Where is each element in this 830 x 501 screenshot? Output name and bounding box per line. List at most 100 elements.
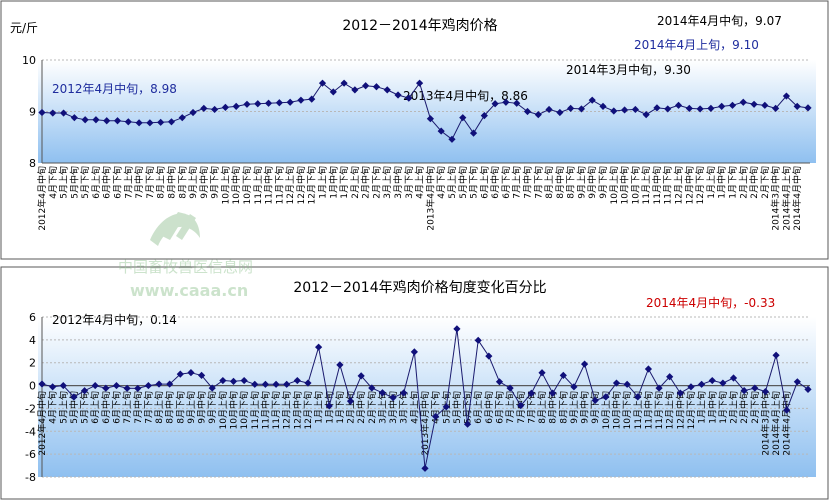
bottom-chart-data-point [612, 379, 621, 387]
top-chart-x-tick-label: 4月下旬 [47, 166, 59, 199]
top-chart-data-point [146, 119, 154, 127]
top-chart-data-point [793, 102, 801, 110]
top-chart-data-point [329, 88, 337, 96]
top-chart-x-tick-label: 8月中旬 [165, 166, 177, 199]
bottom-chart-x-tick-label: 11月下旬 [653, 391, 665, 429]
top-chart-x-tick-label: 5月上旬 [446, 166, 458, 199]
top-annotation-2013-apr-mid: 2013年4月中旬，8.86 [403, 88, 528, 103]
bottom-chart-data-point [197, 371, 206, 379]
bottom-chart-x-tick-label: 7月下旬 [525, 391, 537, 424]
top-chart-x-tick-label: 10月下旬 [629, 166, 641, 204]
bottom-chart-x-tick-label: 9月上旬 [185, 391, 197, 424]
top-chart-data-point [38, 108, 46, 117]
bottom-chart-data-point [176, 370, 184, 378]
top-chart-x-tick-label: 9月中旬 [198, 166, 210, 199]
bottom-chart-x-tick-label: 6月下旬 [110, 391, 122, 424]
bottom-chart-data-point [793, 378, 801, 386]
top-annotation-2012-apr-mid: 2012年4月中旬，8.98 [52, 81, 177, 96]
bottom-chart-x-tick-label: 11月中旬 [642, 391, 654, 429]
bottom-chart-y-tick-label: -2 [25, 402, 36, 415]
bottom-chart-x-tick-label: 11月上旬 [632, 391, 644, 429]
top-chart-data-point [254, 100, 262, 108]
top-chart-x-tick-label: 11月下旬 [662, 166, 674, 204]
bottom-chart-data-point [400, 389, 408, 397]
bottom-chart-x-tick-label: 9月下旬 [206, 391, 218, 424]
bottom-chart-data-point [187, 369, 195, 377]
bottom-chart-y-tick-label: 4 [29, 334, 36, 347]
bottom-chart-title: 2012－2014年鸡肉价格旬度变化百分比 [293, 279, 546, 296]
top-y-axis-label: 元/斤 [10, 21, 38, 35]
top-chart-y-tick-label: 10 [22, 54, 36, 67]
top-chart-data-point [372, 83, 381, 91]
bottom-annotation-2012-apr-mid: 2012年4月中旬，0.14 [52, 312, 177, 327]
top-chart-x-tick-label: 8月中旬 [554, 166, 566, 199]
top-chart-data-point [631, 105, 639, 114]
top-chart-x-tick-label: 7月上旬 [511, 166, 523, 199]
bottom-chart-data-point [698, 380, 706, 388]
top-chart-data-point [157, 118, 165, 126]
top-chart-y-tick-label: 9 [29, 106, 36, 119]
top-chart-x-tick-label: 2月上旬 [737, 166, 749, 199]
top-chart-data-point [362, 82, 370, 90]
bottom-chart-x-tick-label: 1月下旬 [717, 391, 729, 424]
top-chart-data-point [642, 110, 650, 119]
bottom-chart-data-point [283, 380, 291, 388]
top-chart-x-tick-label: 2014年4月上旬 [780, 166, 792, 231]
bottom-chart-x-tick-label: 4月下旬 [430, 391, 442, 424]
bottom-chart-data-point [517, 401, 525, 410]
top-chart-x-tick-label: 7月下旬 [144, 166, 156, 199]
top-chart-x-tick-label: 3月下旬 [403, 166, 415, 199]
top-chart-data-point [469, 129, 478, 137]
bottom-chart-x-tick-label: 5月中旬 [451, 391, 463, 424]
top-chart-x-tick-label: 5月上旬 [58, 166, 70, 199]
top-chart-data-point [70, 114, 78, 122]
top-chart-x-tick-label: 8月下旬 [565, 166, 577, 199]
bottom-chart-data-point [38, 380, 46, 388]
bottom-chart-data-point [623, 380, 631, 388]
top-chart-data-point [221, 103, 230, 111]
top-chart-data-point [502, 98, 510, 106]
bottom-chart-x-tick-label: 1月下旬 [334, 391, 346, 424]
top-chart-data-point [599, 102, 607, 110]
bottom-chart-x-tick-label: 2月下旬 [749, 391, 761, 424]
top-chart-data-point [416, 79, 424, 87]
bottom-chart-data-point [325, 402, 333, 410]
bottom-chart-x-tick-label: 2月上旬 [345, 391, 357, 424]
bottom-chart-x-tick-label: 12月下旬 [302, 391, 314, 429]
top-chart-data-point [383, 86, 391, 94]
top-chart-data-point [728, 101, 737, 109]
bottom-chart-data-point [229, 377, 238, 385]
top-chart-x-tick-label: 9月下旬 [209, 166, 221, 199]
bottom-chart-data-point [495, 378, 504, 386]
bottom-chart-x-tick-label: 4月下旬 [47, 391, 59, 424]
top-chart-data-point [567, 104, 575, 113]
bottom-chart-x-tick-label: 12月上旬 [664, 391, 676, 429]
top-chart-data-point [523, 107, 532, 116]
top-chart-x-tick-label: 2013年4月中旬 [424, 166, 436, 231]
top-chart-x-tick-label: 2月中旬 [360, 166, 372, 199]
top-chart-x-tick-label: 12月中旬 [295, 166, 307, 204]
bottom-chart-x-tick-label: 8月中旬 [164, 391, 176, 424]
bottom-chart-x-tick-label: 5月中旬 [68, 391, 80, 424]
top-chart-data-point [103, 117, 111, 125]
top-chart-x-tick-label: 12月下旬 [694, 166, 706, 204]
bottom-chart-y-tick-label: -4 [25, 425, 36, 438]
bottom-chart-data-point [80, 387, 89, 395]
top-chart-x-tick-label: 2月下旬 [759, 166, 771, 199]
top-chart-data-point [232, 102, 240, 110]
top-chart-x-tick-label: 5月下旬 [79, 166, 91, 199]
bottom-chart-data-point [421, 464, 429, 472]
top-chart-data-point [480, 112, 488, 120]
top-chart-data-point [394, 91, 402, 99]
bottom-chart-x-tick-label: 9月中旬 [196, 391, 208, 424]
bottom-chart-data-point [687, 383, 695, 391]
bottom-chart-data-point [144, 381, 152, 390]
bottom-chart-x-tick-label: 6月上旬 [89, 391, 101, 424]
bottom-chart-x-tick-label: 10月下旬 [621, 391, 633, 429]
bottom-chart-data-point [293, 376, 301, 385]
top-chart-data-point [135, 119, 143, 127]
bottom-chart-data-point [527, 389, 535, 397]
top-chart-x-tick-label: 3月上旬 [381, 166, 393, 199]
top-chart-x-tick-label: 10月中旬 [230, 166, 242, 204]
